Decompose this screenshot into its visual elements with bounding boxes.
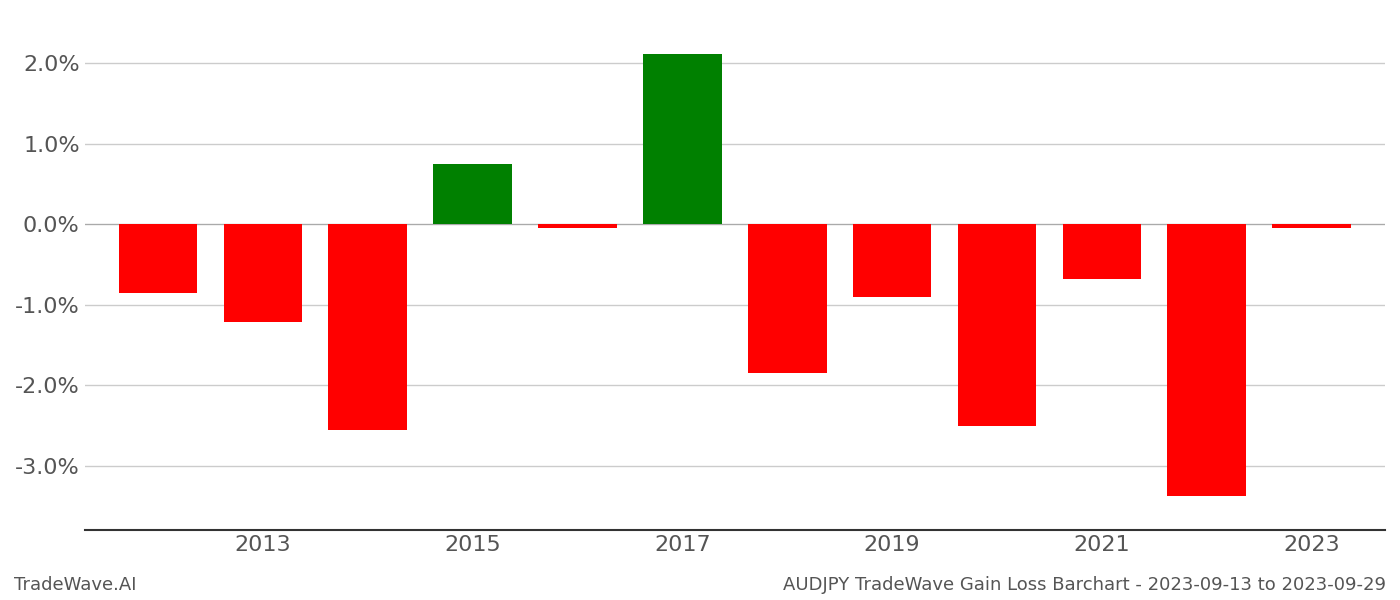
Bar	[119, 224, 197, 293]
Bar	[1063, 224, 1141, 279]
Bar	[1273, 224, 1351, 228]
Bar	[224, 224, 302, 322]
Bar	[643, 53, 721, 224]
Bar	[958, 224, 1036, 425]
Bar	[853, 224, 931, 297]
Bar	[538, 224, 617, 228]
Bar	[329, 224, 407, 430]
Text: AUDJPY TradeWave Gain Loss Barchart - 2023-09-13 to 2023-09-29: AUDJPY TradeWave Gain Loss Barchart - 20…	[783, 576, 1386, 594]
Bar	[748, 224, 826, 373]
Bar	[1168, 224, 1246, 496]
Bar	[434, 164, 512, 224]
Text: TradeWave.AI: TradeWave.AI	[14, 576, 137, 594]
